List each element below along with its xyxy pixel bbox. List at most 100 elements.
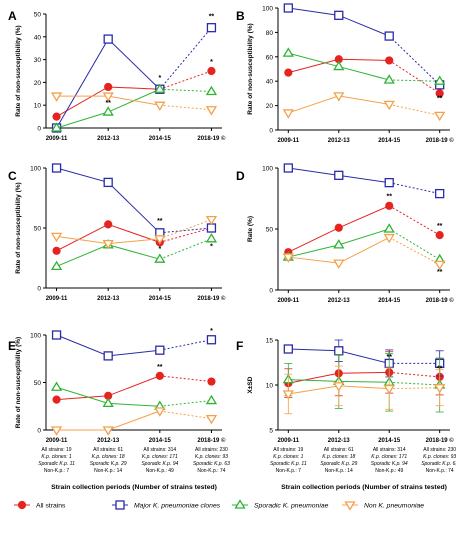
y-tick-label: 0	[37, 428, 41, 435]
series-sporadic	[50, 381, 218, 410]
series-line-dotted	[388, 35, 441, 86]
series-line-dotted	[159, 375, 212, 383]
y-axis-label: Rate of non-susceptibility (%)	[15, 182, 22, 273]
data-point	[154, 83, 166, 93]
panel-letter: B	[236, 9, 245, 23]
panel-letter: D	[236, 169, 245, 183]
series-line-dotted	[159, 339, 212, 351]
series-all	[284, 55, 444, 98]
data-point	[154, 253, 166, 263]
data-point	[283, 163, 293, 173]
y-tick-label: 100	[262, 166, 273, 173]
legend-label: All strains	[36, 503, 66, 510]
count-label: All strains: 314	[373, 447, 406, 453]
data-point	[205, 394, 218, 405]
data-point	[434, 384, 446, 394]
series-line-dotted	[388, 228, 440, 260]
panel-f: F 5 10 15 X±SD 2009-11 2012-13 2014-15 2018-19 ©…	[236, 338, 454, 445]
y-tick-label: 15	[266, 338, 274, 345]
x-tick-label: 2018-19 ©	[197, 295, 226, 302]
data-point	[383, 100, 395, 111]
series-line-dotted	[389, 182, 440, 195]
count-label: K.p. clones: 1	[273, 454, 304, 460]
data-point	[102, 92, 114, 102]
x-tick-label: 2018-19 ©	[197, 437, 226, 444]
data-point	[434, 111, 446, 122]
panel-c: C 0 50 100 Rate of non-susceptibility (%) 200…	[8, 163, 226, 302]
series-line-dotted	[159, 88, 212, 93]
series-all	[52, 371, 216, 404]
series-non	[50, 215, 218, 250]
panel-d: D 0 50 100 Rate (%) 2009-11 2012-13 2014-15 2018…	[236, 163, 455, 304]
series-line-dotted	[389, 371, 440, 378]
data-point	[334, 10, 344, 20]
data-point	[434, 260, 446, 271]
data-point	[333, 382, 345, 392]
count-label: K.p. clones: 171	[142, 454, 178, 460]
count-label: Non-K.p.: 14	[94, 468, 122, 474]
data-point	[50, 426, 63, 436]
data-point	[383, 233, 395, 244]
data-point	[205, 85, 218, 96]
legend-item-all: All strains	[14, 500, 66, 510]
x-tick-label: 2009-11	[46, 296, 68, 302]
data-point	[282, 253, 294, 263]
series-line-dotted	[159, 400, 212, 407]
significance-mark: **	[157, 364, 163, 371]
significance-mark: **	[157, 218, 163, 225]
data-point	[385, 56, 394, 65]
data-point	[333, 239, 345, 249]
series-non	[282, 233, 446, 271]
series-non	[50, 407, 218, 436]
data-point	[154, 235, 166, 245]
x-tick-label: 2014-15	[149, 296, 172, 302]
data-point	[50, 260, 63, 271]
legend-label: Non K. pneumoniae	[364, 503, 424, 510]
series-sporadic	[282, 353, 446, 413]
count-label: K.p. clones: 93	[195, 454, 228, 460]
count-label: Sporadic K.p. 63	[421, 461, 456, 467]
series-line-dotted	[159, 104, 212, 111]
data-point	[50, 232, 63, 243]
significance-mark: **	[209, 14, 215, 21]
count-label: All strains: 230	[195, 447, 228, 453]
count-label: Non-K.p.: 49	[146, 468, 174, 474]
significance-mark: *	[210, 243, 213, 250]
panel-letter: F	[236, 339, 243, 353]
data-point	[104, 82, 113, 92]
series-major	[283, 3, 445, 90]
data-point	[102, 106, 114, 116]
series-line-dotted	[388, 237, 440, 265]
series-line-dotted	[159, 219, 212, 240]
data-point	[206, 23, 217, 33]
data-point	[102, 397, 114, 408]
count-label: Sporadic K.p. 29	[320, 461, 357, 467]
series-sporadic	[50, 83, 218, 132]
data-point	[103, 177, 113, 188]
y-tick-label: 5	[269, 428, 273, 435]
x-tick-label: 2009-11	[46, 136, 68, 142]
panel-letter: C	[8, 169, 17, 183]
y-tick-label: 30	[34, 57, 42, 64]
series-line-dotted	[389, 79, 440, 82]
data-point	[383, 384, 395, 395]
panel-b: B 0 20 40 60 80 100 Rate of non-susceptibility …	[236, 3, 454, 144]
y-tick-label: 20	[34, 80, 42, 87]
data-point	[385, 201, 394, 210]
data-point	[283, 3, 293, 13]
data-point	[333, 60, 345, 71]
count-label: Sporadic K.p. 94	[371, 461, 408, 467]
data-point	[206, 335, 217, 345]
data-point	[333, 92, 345, 102]
x-tick-label: 2018-19 ©	[426, 297, 455, 304]
y-tick-label: 0	[37, 126, 41, 133]
y-axis-label: Rate of non-susceptibility (%)	[15, 337, 22, 428]
count-label: Sporadic K.p. 11	[38, 461, 75, 467]
data-point	[52, 246, 61, 255]
count-label: K.p. clones: 93	[423, 454, 456, 460]
legend-marker	[344, 501, 356, 511]
